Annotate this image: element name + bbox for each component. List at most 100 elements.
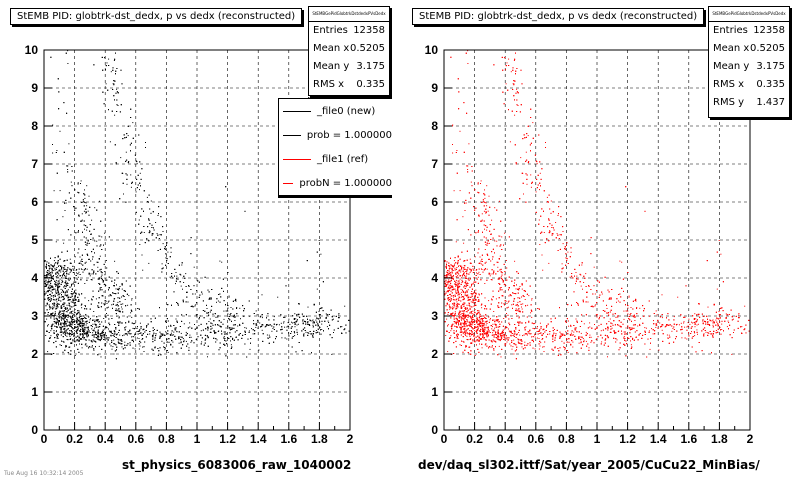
data-point (49, 300, 51, 302)
data-point (148, 232, 150, 234)
data-point (99, 269, 101, 271)
data-point (52, 312, 54, 314)
data-point (62, 274, 64, 276)
data-point (87, 254, 89, 256)
data-point (123, 290, 125, 292)
data-point (230, 340, 231, 342)
data-point (53, 260, 55, 262)
data-point (114, 260, 116, 262)
data-point (207, 312, 209, 314)
data-point (111, 318, 113, 319)
data-point (58, 270, 60, 272)
data-point (60, 283, 62, 285)
data-point (110, 71, 112, 73)
data-point (45, 279, 47, 281)
data-point (82, 264, 84, 266)
data-point (87, 328, 89, 330)
data-point (338, 313, 340, 314)
data-point (70, 270, 72, 272)
data-point (80, 318, 82, 319)
data-point (152, 330, 154, 332)
data-point (265, 325, 267, 327)
data-point (56, 323, 57, 325)
data-point (78, 262, 80, 264)
data-point (196, 316, 198, 318)
data-point (57, 303, 59, 305)
data-point (132, 327, 134, 329)
data-point (261, 317, 263, 319)
data-point (85, 202, 87, 204)
data-point (159, 307, 160, 309)
data-point (98, 258, 100, 260)
data-point (305, 331, 307, 333)
data-point (255, 326, 257, 328)
data-point (127, 125, 129, 127)
data-point (112, 303, 114, 305)
data-point (98, 335, 100, 337)
data-point (217, 330, 219, 332)
data-point (134, 333, 136, 335)
data-point (319, 326, 321, 328)
data-point (115, 70, 117, 72)
data-point (141, 168, 143, 170)
data-point (127, 162, 129, 164)
data-point (60, 269, 62, 271)
data-point (64, 260, 66, 262)
data-point (149, 333, 151, 335)
data-point (162, 333, 164, 335)
data-point (109, 141, 111, 143)
data-point (117, 292, 119, 294)
data-point (68, 304, 70, 306)
data-point (66, 319, 68, 321)
data-point (261, 314, 263, 315)
data-point (278, 324, 280, 326)
data-point (86, 323, 88, 324)
data-point (229, 328, 231, 330)
data-point (47, 312, 49, 313)
data-point (94, 327, 96, 329)
data-point (121, 306, 122, 308)
data-point (281, 328, 283, 330)
data-point (72, 321, 74, 323)
data-point (123, 134, 125, 136)
data-point (128, 161, 130, 163)
data-point (91, 299, 93, 301)
data-point (190, 341, 192, 343)
data-point (84, 332, 86, 334)
data-point (320, 333, 322, 335)
data-point (312, 335, 314, 337)
data-point (146, 196, 148, 198)
data-point (49, 267, 51, 269)
data-point (273, 316, 275, 318)
data-point (215, 332, 217, 334)
data-point (63, 151, 65, 153)
data-point (70, 338, 72, 340)
data-point (308, 332, 310, 334)
data-point (102, 325, 104, 327)
data-point (53, 265, 55, 267)
data-point (77, 183, 79, 185)
data-point (53, 305, 55, 307)
data-point (58, 296, 60, 298)
data-point (174, 327, 176, 329)
data-point (49, 288, 51, 290)
data-point (104, 337, 106, 339)
data-point (197, 336, 199, 338)
data-point (154, 317, 156, 319)
data-point (151, 348, 153, 350)
data-point (47, 272, 48, 273)
data-point (83, 331, 85, 333)
data-point (84, 197, 86, 199)
data-point (75, 302, 76, 304)
data-point (56, 336, 58, 338)
data-point (125, 322, 127, 324)
data-point (74, 256, 76, 258)
data-point (291, 331, 292, 333)
data-point (58, 282, 60, 284)
data-point (84, 189, 85, 191)
data-point (66, 270, 68, 272)
data-point (66, 321, 68, 323)
data-point (89, 319, 91, 321)
